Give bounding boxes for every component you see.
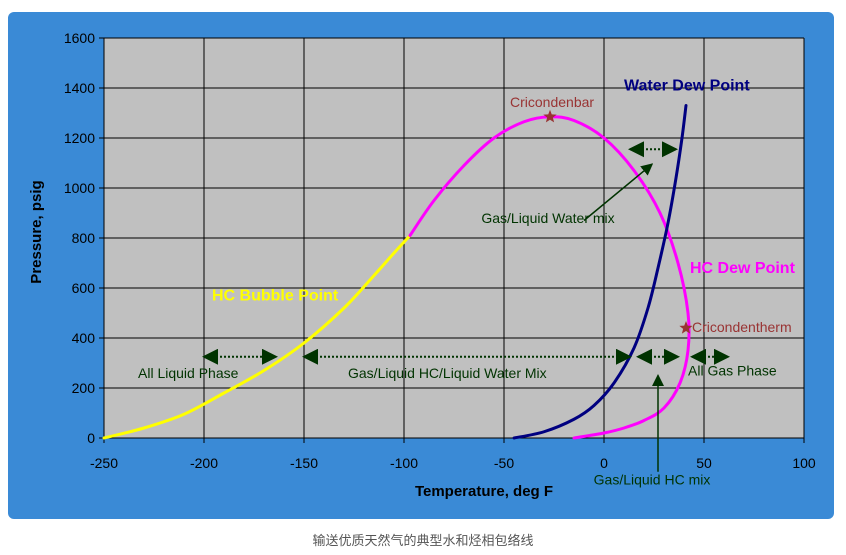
figure-caption: 输送优质天然气的典型水和烃相包络线 (312, 534, 534, 549)
water-dew-point-label: Water Dew Point (624, 78, 750, 95)
cricondenbar-label: Cricondenbar (510, 94, 594, 110)
phase-arrows (202, 141, 730, 472)
y-tick-label: 1200 (64, 130, 95, 146)
y-tick-label: 1000 (64, 180, 95, 196)
y-tick-label: 600 (72, 280, 96, 296)
gas-liquid-hc-mix-label: Gas/Liquid HC mix (594, 471, 711, 487)
x-tick-label: -200 (190, 455, 218, 471)
y-tick-label: 1600 (64, 30, 95, 46)
gas-liquid-hc-water-mix-label: Gas/Liquid HC/Liquid Water Mix (348, 365, 547, 381)
x-tick-label: 100 (792, 455, 816, 471)
grid-lines (103, 37, 805, 439)
y-tick-label: 0 (87, 430, 95, 446)
y-tick-label: 1400 (64, 80, 95, 96)
y-tick-label: 800 (72, 230, 96, 246)
x-tick-label: 0 (600, 455, 608, 471)
y-tick-label: 400 (72, 330, 96, 346)
hc-bubble-point-label: HC Bubble Point (212, 288, 339, 305)
annotations: Cricondenbar Cricondentherm Water Dew Poin… (138, 78, 796, 488)
cricondenbar-marker (543, 109, 557, 123)
x-tick-label: 50 (696, 455, 712, 471)
cricondentherm-label: Cricondentherm (692, 319, 792, 335)
series-water-dew-point (512, 104, 688, 440)
x-tick-label: -250 (90, 455, 118, 471)
y-axis-title: Pressure, psig (28, 180, 45, 283)
gas-liquid-water-mix-label: Gas/Liquid Water mix (481, 210, 614, 226)
x-tick-label: -100 (390, 455, 418, 471)
x-tick-label: -150 (290, 455, 318, 471)
x-axis-title: Temperature, deg F (415, 483, 553, 500)
axis-ticks: -250 -200 -150 -100 -50 0 50 100020040060080010… (64, 30, 816, 471)
series-lines (102, 104, 691, 440)
series-hc-dew-point (408, 115, 691, 440)
all-liquid-phase-label: All Liquid Phase (138, 365, 239, 381)
water-mix-pointer (583, 163, 654, 222)
series-hc-bubble-point (102, 234, 412, 440)
hc-dew-point-label: HC Dew Point (690, 260, 796, 277)
cricondentherm-marker (679, 321, 693, 334)
y-tick-label: 200 (72, 380, 96, 396)
x-tick-label: -50 (494, 455, 514, 471)
critical-points (543, 109, 693, 334)
all-gas-phase-label: All Gas Phase (688, 363, 777, 379)
